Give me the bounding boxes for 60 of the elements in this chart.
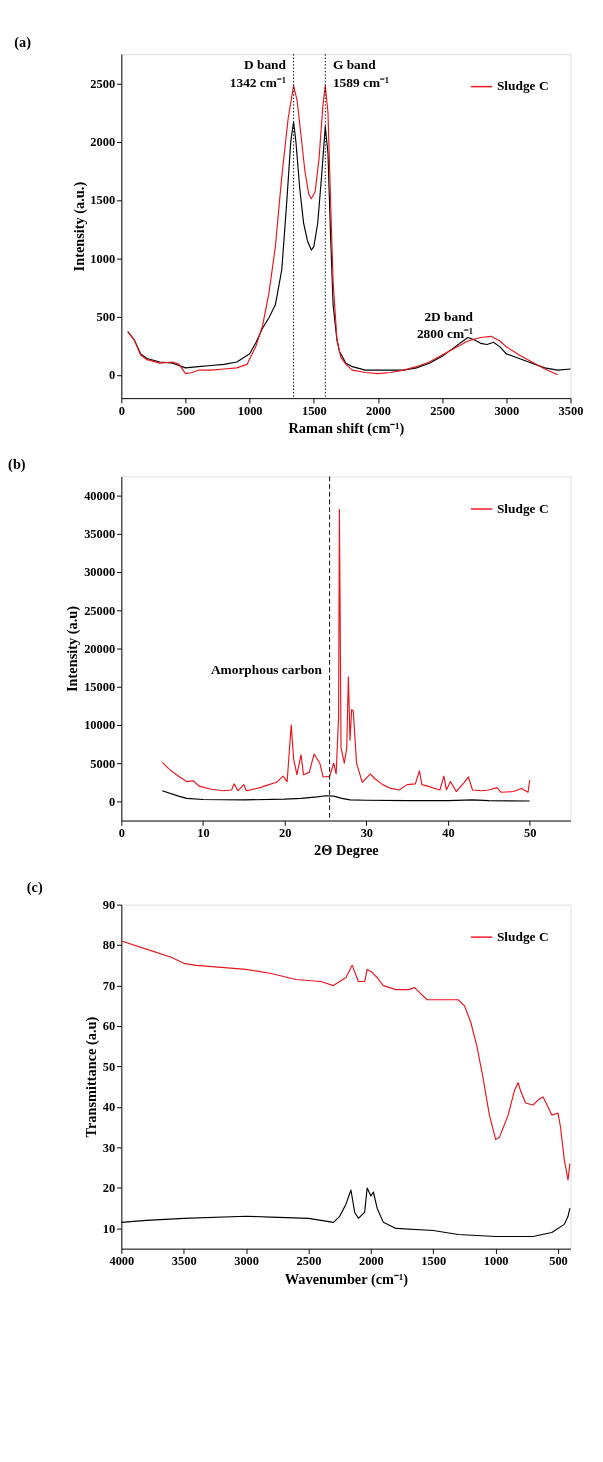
y-tick-label: 1000 <box>90 251 116 266</box>
annotation: G band 1589 cm⁻¹ <box>332 57 390 90</box>
legend-label: Sludge C <box>496 500 549 516</box>
x-tick-label: 40 <box>442 826 455 841</box>
y-tick-label: 70 <box>102 978 116 993</box>
x-tick-label: 1000 <box>483 1254 509 1269</box>
annotation: D band 1342 cm⁻¹ <box>229 57 287 90</box>
x-tick-label: 500 <box>549 1254 568 1269</box>
x-tick-label: 3500 <box>171 1254 197 1269</box>
annotation: 2D band 2800 cm⁻¹ <box>416 309 474 342</box>
x-tick-label: 2500 <box>296 1254 322 1269</box>
x-tick-label: 3000 <box>234 1254 260 1269</box>
x-tick-label: 3000 <box>494 403 520 418</box>
x-axis-title: Wavenumber (cm⁻¹) <box>284 1270 409 1288</box>
y-tick-label: 90 <box>102 897 116 912</box>
y-tick-label: 20 <box>102 1181 116 1196</box>
chart-title: (a) <box>14 33 32 51</box>
chart-title: (b) <box>8 456 26 474</box>
y-tick-label: 5000 <box>90 756 116 771</box>
y-tick-label: 50 <box>102 1059 116 1074</box>
x-tick-label: 20 <box>278 826 292 841</box>
x-tick-label: 30 <box>360 826 374 841</box>
x-tick-label: 1500 <box>421 1254 447 1269</box>
y-tick-label: 60 <box>102 1019 116 1034</box>
y-axis-title: Transmittance (a.u) <box>83 1016 101 1138</box>
chart-title: (c) <box>26 879 43 897</box>
x-tick-label: 2000 <box>366 403 391 418</box>
y-tick-label: 30000 <box>84 565 116 580</box>
y-tick-label: 2500 <box>90 76 116 91</box>
x-axis-title: Raman shift (cm⁻¹) <box>288 420 405 438</box>
y-tick-label: 1500 <box>90 193 116 208</box>
y-tick-label: 10000 <box>84 718 116 733</box>
x-tick-label: 500 <box>176 403 196 418</box>
x-tick-label: 1000 <box>237 403 263 418</box>
y-tick-label: 2000 <box>90 134 116 149</box>
x-axis-title: 2Θ Degree <box>314 842 379 859</box>
y-tick-label: 0 <box>108 794 116 809</box>
y-axis-title: Intensity (a.u) <box>64 605 82 692</box>
y-tick-label: 30 <box>102 1140 116 1155</box>
y-tick-label: 80 <box>102 938 116 953</box>
y-tick-label: 20000 <box>84 641 116 656</box>
y-tick-label: 500 <box>96 309 116 324</box>
y-axis-title: Intensity (a.u.) <box>70 181 88 272</box>
y-tick-label: 15000 <box>84 680 116 695</box>
y-tick-label: 40 <box>102 1100 116 1115</box>
y-tick-label: 0 <box>108 368 116 383</box>
x-tick-label: 10 <box>197 826 210 841</box>
annotation: Amorphous carbon <box>210 662 323 678</box>
y-tick-label: 35000 <box>84 527 116 542</box>
x-tick-label: 50 <box>523 826 537 841</box>
y-tick-label: 40000 <box>84 488 116 503</box>
x-tick-label: 2000 <box>358 1254 384 1269</box>
x-tick-label: 1500 <box>301 403 327 418</box>
x-tick-label: 4000 <box>109 1254 135 1269</box>
legend-label: Sludge C <box>496 78 549 94</box>
x-tick-label: 2500 <box>430 403 456 418</box>
y-tick-label: 10 <box>102 1221 116 1236</box>
x-tick-label: 3500 <box>558 403 584 418</box>
y-tick-label: 25000 <box>84 603 116 618</box>
legend-label: Sludge C <box>496 928 549 944</box>
